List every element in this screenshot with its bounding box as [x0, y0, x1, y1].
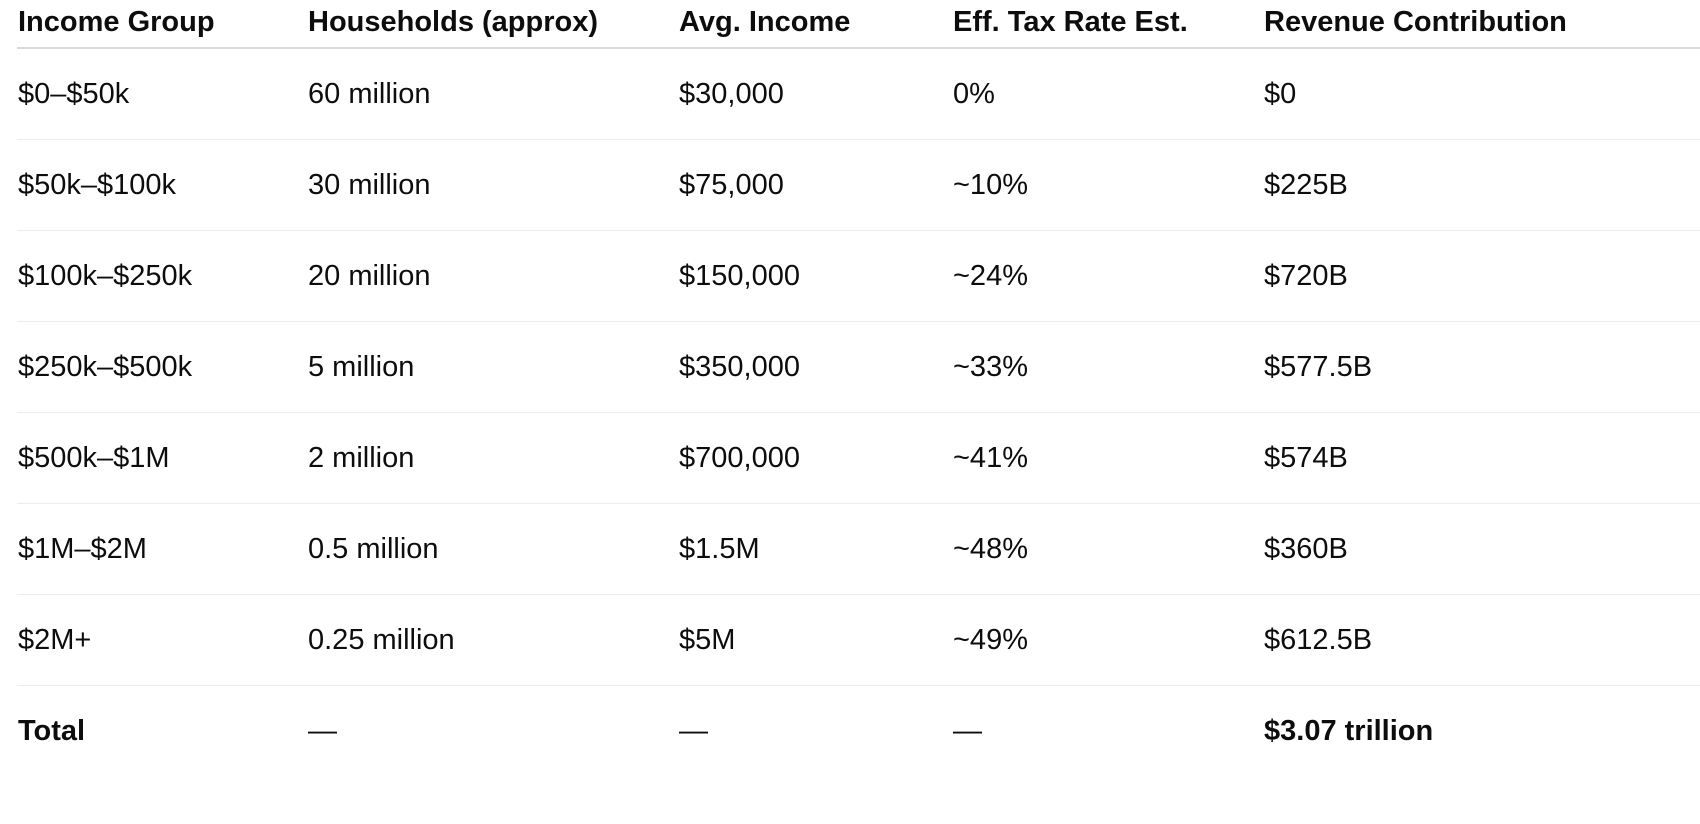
cell-households: 2 million [307, 412, 678, 504]
cell-revenue-contribution: $0 [1263, 48, 1700, 140]
header-income-group: Income Group [17, 0, 307, 49]
cell-households: 0.5 million [307, 503, 678, 595]
income-tax-table: Income Group Households (approx) Avg. In… [17, 0, 1700, 776]
cell-households: 30 million [307, 139, 678, 231]
total-eff-tax-rate: — [953, 714, 982, 747]
cell-households: 20 million [307, 230, 678, 322]
total-revenue-contribution: $3.07 trillion [1264, 714, 1434, 747]
table-row: $0–$50k 60 million $30,000 0% $0 [17, 48, 1700, 140]
cell-eff-tax-rate: 0% [952, 48, 1263, 140]
cell-avg-income: $700,000 [678, 412, 952, 504]
cell-avg-income: $150,000 [678, 230, 952, 322]
cell-income-group: $0–$50k [17, 48, 307, 140]
table-row: $250k–$500k 5 million $350,000 ~33% $577… [17, 321, 1700, 413]
total-row: Total — — — $3.07 trillion [17, 686, 1700, 777]
cell-income-group: $500k–$1M [17, 412, 307, 504]
cell-income-group: $50k–$100k [17, 139, 307, 231]
cell-revenue-contribution: $360B [1263, 503, 1700, 595]
cell-income-group: $100k–$250k [17, 230, 307, 322]
cell-income-group: $2M+ [17, 594, 307, 686]
header-revenue-contribution: Revenue Contribution [1263, 0, 1700, 49]
cell-revenue-contribution: $577.5B [1263, 321, 1700, 413]
cell-avg-income: $5M [678, 594, 952, 686]
table-header: Income Group Households (approx) Avg. In… [17, 0, 1700, 49]
table-row: $2M+ 0.25 million $5M ~49% $612.5B [17, 594, 1700, 686]
cell-eff-tax-rate: ~24% [952, 230, 1263, 322]
cell-avg-income: $30,000 [678, 48, 952, 140]
income-tax-table-container: Income Group Households (approx) Avg. In… [17, 0, 1700, 776]
cell-eff-tax-rate: ~10% [952, 139, 1263, 231]
cell-eff-tax-rate: ~49% [952, 594, 1263, 686]
cell-households: 5 million [307, 321, 678, 413]
table-row: $100k–$250k 20 million $150,000 ~24% $72… [17, 230, 1700, 322]
cell-income-group: $1M–$2M [17, 503, 307, 595]
cell-households: 60 million [307, 48, 678, 140]
total-label: Total [18, 714, 86, 747]
cell-revenue-contribution: $612.5B [1263, 594, 1700, 686]
header-eff-tax-rate: Eff. Tax Rate Est. [952, 0, 1263, 49]
cell-eff-tax-rate: ~33% [952, 321, 1263, 413]
total-households: — [308, 714, 337, 747]
header-row: Income Group Households (approx) Avg. In… [17, 0, 1700, 49]
header-avg-income: Avg. Income [678, 0, 952, 49]
cell-revenue-contribution: $225B [1263, 139, 1700, 231]
cell-avg-income: $75,000 [678, 139, 952, 231]
cell-avg-income: $1.5M [678, 503, 952, 595]
cell-eff-tax-rate: ~48% [952, 503, 1263, 595]
table-row: $50k–$100k 30 million $75,000 ~10% $225B [17, 139, 1700, 231]
cell-revenue-contribution: $720B [1263, 230, 1700, 322]
cell-income-group: $250k–$500k [17, 321, 307, 413]
table-row: $500k–$1M 2 million $700,000 ~41% $574B [17, 412, 1700, 504]
cell-eff-tax-rate: ~41% [952, 412, 1263, 504]
total-avg-income: — [679, 714, 708, 747]
cell-avg-income: $350,000 [678, 321, 952, 413]
header-households: Households (approx) [307, 0, 678, 49]
cell-households: 0.25 million [307, 594, 678, 686]
cell-revenue-contribution: $574B [1263, 412, 1700, 504]
table-row: $1M–$2M 0.5 million $1.5M ~48% $360B [17, 503, 1700, 595]
table-body: $0–$50k 60 million $30,000 0% $0 $50k–$1… [17, 48, 1700, 776]
